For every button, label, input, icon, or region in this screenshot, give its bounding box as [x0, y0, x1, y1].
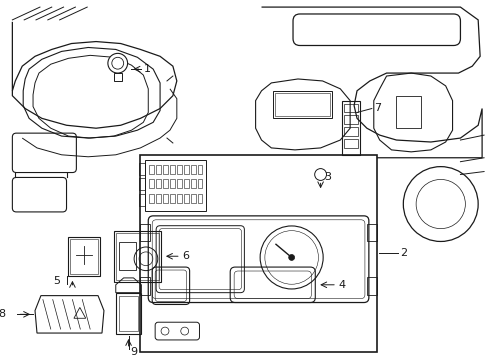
Bar	[170, 165, 175, 174]
Circle shape	[108, 53, 127, 73]
Circle shape	[288, 255, 294, 260]
Bar	[140, 155, 376, 352]
Bar	[163, 194, 167, 203]
Bar	[344, 116, 357, 124]
Bar	[156, 194, 161, 203]
Text: 4: 4	[338, 280, 346, 290]
Bar	[68, 237, 100, 276]
Bar	[140, 224, 150, 242]
Bar	[190, 194, 195, 203]
Bar	[183, 179, 188, 188]
Bar	[275, 93, 330, 116]
Bar	[344, 139, 357, 148]
Text: 8: 8	[0, 309, 5, 319]
Bar	[197, 165, 202, 174]
Bar	[170, 179, 175, 188]
Text: 5: 5	[53, 276, 60, 286]
Bar	[116, 293, 141, 334]
Bar	[149, 165, 154, 174]
Bar	[156, 165, 161, 174]
Bar	[177, 165, 182, 174]
Bar	[119, 296, 138, 331]
Text: 2: 2	[400, 248, 407, 258]
Bar	[139, 179, 145, 190]
Bar	[344, 127, 357, 136]
Bar	[190, 165, 195, 174]
Bar	[149, 194, 154, 203]
Bar	[177, 179, 182, 188]
Bar	[366, 277, 376, 294]
Bar	[366, 224, 376, 242]
Bar	[273, 91, 332, 118]
Bar	[156, 179, 161, 188]
Text: 3: 3	[324, 172, 331, 183]
Bar	[119, 242, 136, 270]
Bar	[170, 194, 175, 203]
Bar	[139, 194, 145, 206]
Bar	[197, 194, 202, 203]
Bar	[190, 179, 195, 188]
Bar	[114, 231, 161, 282]
Text: 7: 7	[373, 103, 380, 113]
Bar	[114, 73, 122, 81]
Bar	[163, 179, 167, 188]
Bar	[149, 179, 154, 188]
Text: 6: 6	[183, 251, 189, 261]
Text: 9: 9	[130, 347, 138, 357]
Bar	[342, 101, 359, 155]
Bar	[139, 163, 145, 175]
Bar	[177, 194, 182, 203]
Bar	[145, 160, 206, 211]
Bar	[183, 194, 188, 203]
Bar	[183, 165, 188, 174]
Text: 1: 1	[143, 64, 150, 74]
Bar	[197, 179, 202, 188]
Bar	[140, 277, 150, 294]
Bar	[163, 165, 167, 174]
Bar	[116, 233, 159, 280]
Bar	[70, 239, 98, 274]
Bar	[344, 104, 357, 112]
